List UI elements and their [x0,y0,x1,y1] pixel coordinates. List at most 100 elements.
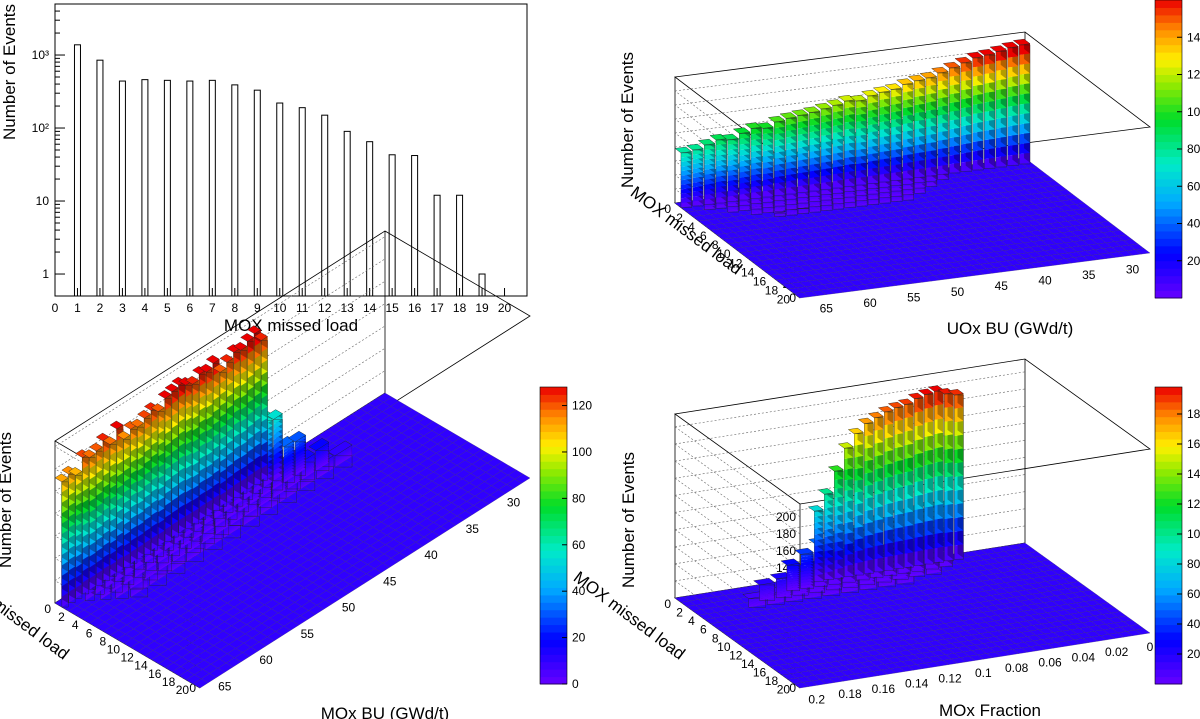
tower-face [903,197,914,201]
palette-band [1155,119,1182,128]
x-tick-label: 8 [231,301,238,315]
tower-top [732,127,751,134]
tower-top [919,71,938,79]
tower-face [797,204,809,208]
palette-band [1155,96,1182,105]
tower-face [774,214,786,217]
palette-tick-label: 20 [1187,254,1200,268]
palette-band [1155,223,1182,232]
palette-band [1155,141,1182,150]
tower-face [762,209,774,212]
palette-band [1155,275,1182,284]
tower-face [774,213,786,216]
bar-bin-3 [118,80,126,297]
tower-face [762,207,774,210]
x-tick-label: 14 [363,301,377,315]
tower-face [751,211,763,214]
tower-face [821,206,833,209]
x-tick-label: 11 [296,301,309,315]
tower-face [786,212,798,215]
tower-top [1001,41,1019,49]
x-tick-label: 50 [951,285,965,299]
tower-top [767,115,786,123]
palette-band [1155,208,1182,217]
tower-face [809,203,821,206]
tower-face [774,214,786,216]
z-gridline-back [674,45,1026,92]
palette-band [1155,44,1182,53]
tower-outline [774,212,786,217]
tower-face [786,211,798,214]
tower-face [868,200,879,203]
palette-band [1155,7,1182,16]
tower-face [879,199,891,202]
tower-face [786,211,798,214]
x-tick-label: 16 [408,301,422,315]
x-tick-label: 5 [164,301,171,315]
tower-face [786,210,798,213]
tower-top [1012,38,1031,46]
palette-band [1155,253,1182,262]
tower-top [942,61,961,69]
x-tick-label: 4 [142,301,149,315]
palette-band [1155,89,1182,98]
palette-band [1155,111,1182,120]
tower-face [774,209,786,212]
palette-band [1155,238,1182,247]
bar-bin-10 [276,102,284,297]
tower-face [751,210,763,213]
tower-top [872,86,891,93]
tower-face [844,202,856,205]
palette-band [1155,14,1182,23]
tower-top [802,106,821,113]
tower-face [798,209,809,212]
y-axis-title: Number of Events [0,4,19,140]
tower-face [751,208,763,211]
tower-face [891,195,903,198]
tower-face [774,206,786,209]
x-tick-label: 20 [498,301,512,315]
tower-face [762,208,774,211]
palette-band [1155,134,1182,143]
palette-tick-label: 140 [1187,30,1200,44]
tower-face [786,207,798,210]
palette-band [1155,201,1182,210]
tower-face [774,207,786,210]
tower-top [954,56,973,64]
tower-top [814,102,833,110]
x-tick-label: 60 [863,296,877,310]
palette-tick-label: 40 [1187,217,1200,231]
palette-band [1155,163,1182,172]
tower-face [798,211,809,214]
tower-face [798,210,809,212]
z-axis-title: Number of Events [618,52,637,188]
palette-band [1155,290,1182,299]
bar-bin-6 [186,80,194,297]
tower-face [809,208,821,211]
y-tick-label: 1 [42,267,49,281]
histogram-panel: 0 1 2 3 4 5 6 7 8 9 10 11 12 13 14 15 16 17 18 19 2011010²10… [0,3,528,335]
palette-tick-label: 80 [1187,142,1200,156]
tower-face [786,213,798,216]
x-axis-title: MOX missed load [224,316,358,335]
tower-face [879,200,891,204]
tower-face [809,201,821,205]
tower-face [856,204,868,207]
tower-face [774,214,786,217]
tower-face [833,207,844,210]
palette-band [1155,52,1182,61]
tower-top [779,112,798,119]
x-tick-label: 55 [907,290,921,304]
palette-band [1155,268,1182,277]
bar-bin-11 [298,107,306,297]
palette-band [1155,126,1182,135]
x-tick-label: 1 [74,301,81,315]
tower-face [856,203,868,206]
x-tick-label: 15 [385,301,399,315]
tower-face [844,202,856,206]
tower-face [903,195,914,198]
tower-face [821,205,833,208]
tower-top [674,146,693,154]
tower-face [774,213,786,216]
